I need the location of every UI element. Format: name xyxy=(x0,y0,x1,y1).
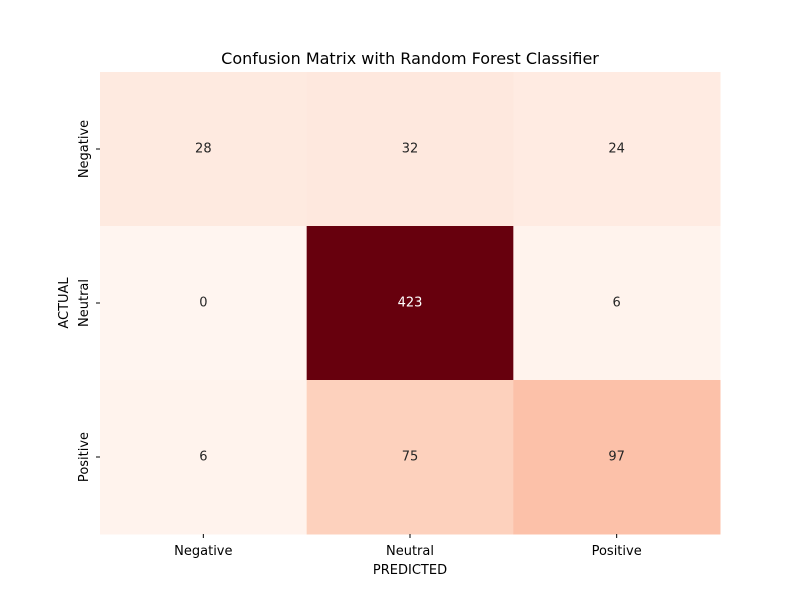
x-tick-label-1: Neutral xyxy=(386,544,434,559)
cell-value-label-0-1: 32 xyxy=(402,142,419,157)
x-tick-label-0: Negative xyxy=(174,544,232,559)
cell-value-label-2-0: 6 xyxy=(199,450,207,465)
heatmap-cell-1-2 xyxy=(513,226,721,381)
heatmap-cell-2-2 xyxy=(513,380,721,535)
heatmap-cell-0-2 xyxy=(513,72,721,227)
cell-value-label-1-0: 0 xyxy=(199,296,207,311)
y-axis-label: ACTUAL xyxy=(57,277,72,329)
cell-value-label-1-2: 6 xyxy=(613,296,621,311)
chart-title: Confusion Matrix with Random Forest Clas… xyxy=(221,49,599,68)
cell-value-label-2-1: 75 xyxy=(402,450,419,465)
heatmap-cells: 28 32 24 0 423 6 6 75 97 xyxy=(100,72,721,535)
cell-value-label-1-1: 423 xyxy=(398,296,423,311)
cell-value-label-0-2: 24 xyxy=(608,142,625,157)
x-axis-label: PREDICTED xyxy=(373,563,447,578)
y-axis-ticks: Negative Neutral Positive xyxy=(77,120,100,482)
cell-value-label-0-0: 28 xyxy=(195,142,212,157)
y-tick-label-1: Neutral xyxy=(77,279,92,327)
y-tick-label-0: Negative xyxy=(77,120,92,178)
heatmap-cell-2-0 xyxy=(100,380,308,535)
cell-value-label-2-2: 97 xyxy=(608,450,625,465)
x-axis-ticks: Negative Neutral Positive xyxy=(174,534,642,559)
heatmap-cell-2-1 xyxy=(306,380,514,535)
heatmap-cell-0-1 xyxy=(306,72,514,227)
x-tick-label-2: Positive xyxy=(592,544,642,559)
heatmap-cell-0-0 xyxy=(100,72,308,227)
heatmap-cell-1-1 xyxy=(306,226,514,381)
heatmap-cell-1-0 xyxy=(100,226,308,381)
y-tick-label-2: Positive xyxy=(77,432,92,482)
